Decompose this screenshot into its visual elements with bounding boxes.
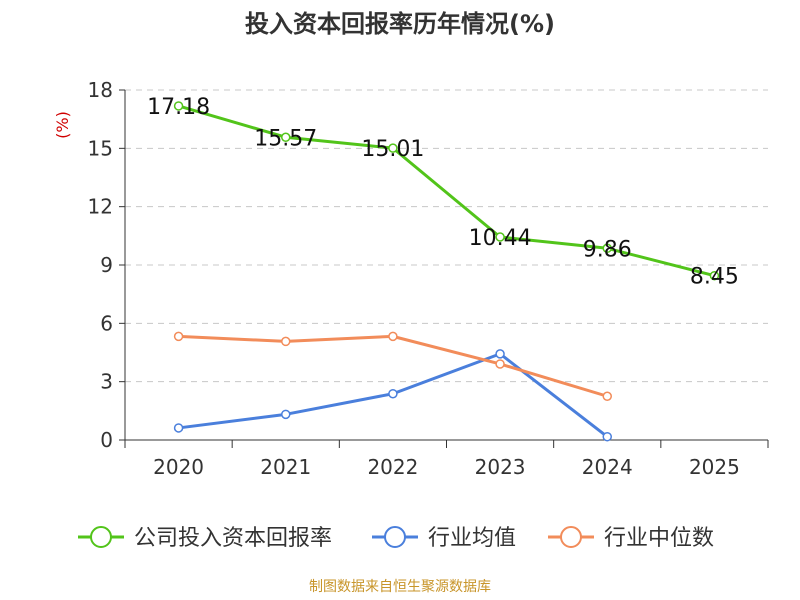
legend-label: 行业均值 <box>428 526 516 551</box>
x-tick-label: 2022 <box>367 455 418 479</box>
x-tick-label: 2024 <box>582 455 633 479</box>
y-tick-label: 12 <box>88 195 113 219</box>
data-point <box>388 143 398 153</box>
legend-marker <box>384 526 406 548</box>
x-tick-label: 2021 <box>260 455 311 479</box>
data-point <box>602 431 612 442</box>
data-label: 9.86 <box>583 237 632 262</box>
data-point <box>173 331 184 342</box>
data-label: 17.18 <box>147 95 210 120</box>
data-point <box>495 359 505 369</box>
data-point <box>281 409 291 420</box>
legend-label: 行业中位数 <box>604 526 714 551</box>
y-tick-label: 3 <box>100 370 113 394</box>
y-tick-label: 15 <box>88 136 113 160</box>
grid-lines <box>125 89 768 383</box>
chart-title: 投入资本回报率历年情况(%) <box>245 10 555 38</box>
data-point <box>495 349 505 359</box>
data-point <box>602 391 612 401</box>
series-lines <box>173 101 720 442</box>
y-axis-label: (%) <box>53 111 72 139</box>
source-note: 制图数据来自恒生聚源数据库 <box>309 579 491 595</box>
legend-item[interactable]: 行业均值 <box>372 526 516 551</box>
x-tick-label: 2020 <box>153 455 204 479</box>
data-point <box>495 232 505 242</box>
legend-marker <box>560 526 582 548</box>
data-point <box>602 243 612 254</box>
data-point <box>388 331 398 342</box>
x-tick-label: 2023 <box>475 455 526 479</box>
x-tick-label: 2025 <box>689 455 740 479</box>
data-label: 15.01 <box>361 137 424 162</box>
y-tick-label: 9 <box>100 253 113 277</box>
y-tick-label: 0 <box>100 428 113 452</box>
data-point <box>388 388 398 399</box>
y-tick-label: 6 <box>100 311 113 335</box>
data-point <box>281 336 291 347</box>
data-point <box>281 132 291 142</box>
axes: 0 3 6 9 12 15 18 2020 2021 2022 2023 2024 2025 (%) <box>53 78 769 479</box>
legend[interactable]: 公司投入资本回报率 行业均值 行业中位数 <box>78 526 714 551</box>
data-point <box>709 270 720 281</box>
legend-marker <box>90 526 112 548</box>
data-label: 10.44 <box>469 226 532 251</box>
data-label: 8.45 <box>690 265 739 290</box>
y-tick-label: 18 <box>88 78 113 102</box>
series-line <box>178 104 715 278</box>
legend-item[interactable]: 行业中位数 <box>548 526 714 551</box>
data-point <box>173 101 184 111</box>
data-label: 15.57 <box>254 126 317 151</box>
data-point <box>173 423 184 433</box>
legend-item[interactable]: 公司投入资本回报率 <box>78 526 332 551</box>
legend-label: 公司投入资本回报率 <box>134 526 332 551</box>
data-labels: 17.18 15.57 15.01 10.44 9.86 8.45 <box>147 95 739 290</box>
